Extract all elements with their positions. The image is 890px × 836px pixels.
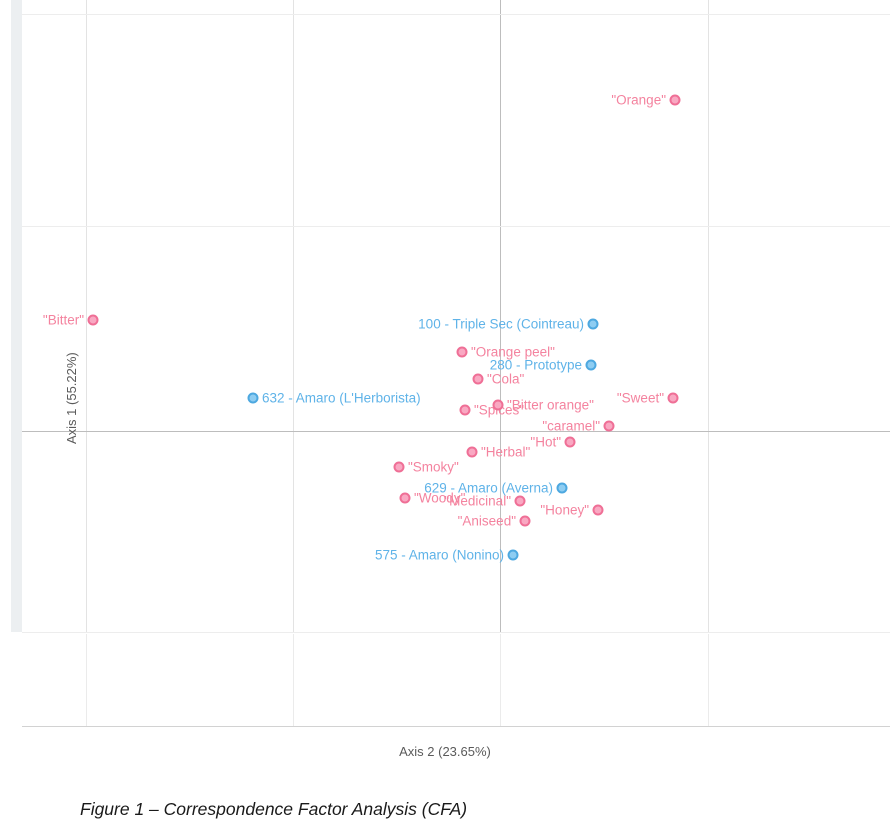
- data-point-label: 280 - Prototype: [489, 357, 582, 373]
- data-point-label: 100 - Triple Sec (Cointreau): [418, 316, 584, 332]
- data-point-marker[interactable]: [472, 373, 484, 385]
- data-point-label: "Aniseed": [457, 513, 516, 529]
- data-point-marker[interactable]: [585, 359, 597, 371]
- data-point-label: "Smoky": [408, 459, 459, 475]
- plot-bottom-rule: [22, 726, 890, 727]
- data-point-label: "caramel": [542, 418, 600, 434]
- gridline-vertical-2: [500, 0, 501, 632]
- data-point-marker[interactable]: [456, 346, 468, 358]
- data-point-label: "Cola": [487, 371, 525, 387]
- x-axis-title: Axis 2 (23.65%): [399, 744, 491, 759]
- data-point-label: 632 - Amaro (L'Herborista): [262, 390, 421, 406]
- data-point-marker[interactable]: [466, 446, 478, 458]
- gridline-vertical-lower-0: [86, 634, 87, 726]
- data-point-marker[interactable]: [514, 495, 526, 507]
- data-point-marker[interactable]: [669, 94, 681, 106]
- gridline-vertical-0: [86, 0, 87, 632]
- gridline-vertical-3: [708, 0, 709, 632]
- data-point-label: "Bitter": [42, 312, 84, 328]
- data-point-marker[interactable]: [87, 314, 99, 326]
- data-point-marker[interactable]: [247, 392, 259, 404]
- x-axis-line: [22, 431, 890, 432]
- data-point-marker[interactable]: [492, 399, 504, 411]
- data-point-label: 629 - Amaro (Averna): [424, 480, 553, 496]
- data-point-marker[interactable]: [399, 492, 411, 504]
- page-edge-strip: [11, 0, 22, 632]
- data-point-label: "Orange peel": [471, 344, 555, 360]
- data-point-label: "Bitter orange": [507, 397, 594, 413]
- data-point-marker[interactable]: [556, 482, 568, 494]
- y-axis-title: Axis 1 (55.22%): [64, 352, 79, 444]
- data-point-label: 575 - Amaro (Nonino): [374, 547, 504, 563]
- gridline-vertical-lower-2: [500, 634, 501, 726]
- gridline-vertical-lower-1: [293, 634, 294, 726]
- scatter-plot-area: 100 - Triple Sec (Cointreau) 280 - Protot…: [22, 0, 890, 727]
- data-point-label: "Herbal": [481, 444, 531, 460]
- data-point-marker[interactable]: [592, 504, 604, 516]
- data-point-marker[interactable]: [507, 549, 519, 561]
- data-point-label: "Honey": [540, 502, 589, 518]
- data-point-marker[interactable]: [393, 461, 405, 473]
- gridline-horizontal-3: [22, 632, 890, 633]
- data-point-marker[interactable]: [519, 515, 531, 527]
- data-point-marker[interactable]: [587, 318, 599, 330]
- gridline-horizontal-0: [22, 14, 890, 15]
- data-point-marker[interactable]: [603, 420, 615, 432]
- data-point-label: "Woody": [414, 490, 466, 506]
- data-point-marker[interactable]: [667, 392, 679, 404]
- figure-caption: Figure 1 – Correspondence Factor Analysi…: [80, 799, 468, 819]
- data-point-label: "Orange": [611, 92, 666, 108]
- data-point-label: "Medicinal": [444, 493, 511, 509]
- data-point-label: "Hot": [530, 434, 561, 450]
- data-point-marker[interactable]: [564, 436, 576, 448]
- gridline-horizontal-1: [22, 226, 890, 227]
- gridline-vertical-lower-3: [708, 634, 709, 726]
- gridline-vertical-1: [293, 0, 294, 632]
- data-point-marker[interactable]: [459, 404, 471, 416]
- data-point-label: "Sweet": [616, 390, 664, 406]
